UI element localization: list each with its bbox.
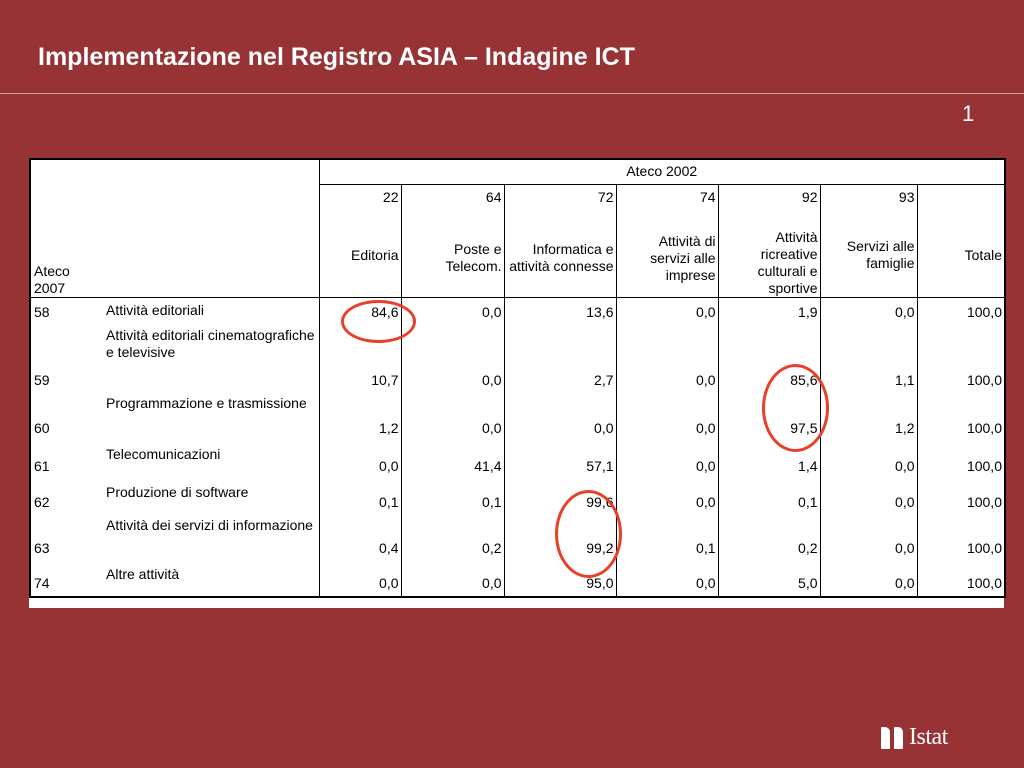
page-number: 1 [962,101,975,126]
cell-value: 0,0 [319,443,402,481]
cell-value: 0,0 [820,481,918,517]
cell-value: 1,2 [319,395,402,443]
row-header-line1: Ateco [34,262,70,279]
row-code: 61 [34,458,50,474]
cell-value: 0,0 [319,563,402,597]
table-row: 58 Attività editoriali 84,6 0,0 13,6 0,0… [30,297,1005,327]
col-code: 22 [319,184,402,214]
cell-value: 5,0 [718,563,821,597]
cell-value: 0,0 [401,395,505,443]
istat-logo-mark [881,726,903,749]
highlight-circle-informatica [555,490,622,578]
cell-value: 13,6 [504,297,617,327]
col-name: Informatica e attività connesse [504,214,617,298]
row-code: 59 [34,372,50,388]
slide-title: Implementazione nel Registro ASIA – Inda… [38,43,635,71]
col-name: Editoria [319,214,402,298]
row-desc: Produzione di software [106,481,320,517]
cell-value: 100,0 [966,458,1002,474]
cell-value: 100,0 [966,494,1002,510]
istat-logo: Istat [881,724,948,751]
table-row: 59 Attività editoriali cinematografiche … [30,327,1005,395]
cell-value: 0,2 [718,517,821,563]
cell-value: 1,2 [820,395,918,443]
cell-value: 100,0 [966,303,1002,320]
row-header-line2: 2007 [34,279,66,296]
cell-value: 0,0 [401,563,505,597]
cell-value: 0,0 [616,395,719,443]
cell-value: 57,1 [504,443,617,481]
col-code: 64 [401,184,505,214]
cell-value: 0,1 [718,481,821,517]
group-header: Ateco 2002 [319,159,1005,185]
row-header-cell: Ateco 2007 [30,159,320,298]
cell-value: 41,4 [401,443,505,481]
cell-value: 0,0 [616,327,719,395]
table-row: 60 Programmazione e trasmissione 1,2 0,0… [30,395,1005,443]
col-name: Servizi alle famiglie [820,214,918,298]
cell-value: 0,1 [319,481,402,517]
row-desc: Attività dei servizi di informazione [106,517,320,563]
cell-value: 0,0 [616,297,719,327]
highlight-circle-editoria [341,300,416,343]
row-code: 60 [34,420,50,436]
title-divider [0,93,1024,94]
column-codes-row: 22 64 72 74 92 93 [30,184,1005,214]
istat-logo-text: Istat [909,724,948,750]
col-code [917,184,1005,214]
row-desc: Altre attività [106,563,320,597]
row-code: 58 [34,303,50,320]
cell-value: 1,9 [718,297,821,327]
cell-value: 2,7 [504,327,617,395]
cell-value: 0,0 [820,563,918,597]
cell-value: 0,0 [820,297,918,327]
cell-value: 0,2 [401,517,505,563]
row-desc: Telecomunicazioni [106,443,320,481]
highlight-circle-ricreative [762,364,829,452]
cell-value: 0,0 [616,481,719,517]
row-code: 74 [34,575,50,591]
cell-value: 0,1 [616,517,719,563]
row-code: 62 [34,494,50,510]
data-table: Ateco 2007 Ateco 2002 22 64 72 74 92 93 … [29,158,1006,598]
row-desc: Attività editoriali [106,297,320,327]
col-name: Totale [917,214,1005,298]
cell-value: 0,0 [616,443,719,481]
cell-value: 0,4 [319,517,402,563]
table-row: 61 Telecomunicazioni 0,0 41,4 57,1 0,0 1… [30,443,1005,481]
col-name: Poste e Telecom. [401,214,505,298]
col-code: 74 [616,184,719,214]
row-code: 63 [34,540,50,556]
col-code: 92 [718,184,821,214]
cell-value: 95,0 [504,563,617,597]
cell-value: 0,1 [401,481,505,517]
cell-value: 0,0 [820,517,918,563]
table-row: 74 Altre attività 0,0 0,0 95,0 0,0 5,0 0… [30,563,1005,597]
row-desc: Attività editoriali cinematografiche e t… [106,327,320,395]
col-name: Attività ricreative culturali e sportive [718,214,821,298]
cell-value: 100,0 [966,420,1002,436]
col-name: Attività di servizi alle imprese [616,214,719,298]
cell-value: 100,0 [966,372,1002,388]
cell-value: 0,0 [820,443,918,481]
column-names-row: Editoria Poste e Telecom. Informatica e … [30,214,1005,298]
cell-value: 1,1 [820,327,918,395]
cell-value: 100,0 [966,575,1002,591]
table-row: 62 Produzione di software 0,1 0,1 99,6 0… [30,481,1005,517]
col-code: 72 [504,184,617,214]
table-row: 63 Attività dei servizi di informazione … [30,517,1005,563]
col-code: 93 [820,184,918,214]
row-desc: Programmazione e trasmissione [106,395,320,443]
cell-value: 0,0 [616,563,719,597]
cell-value: 0,0 [401,327,505,395]
cell-value: 0,0 [401,297,505,327]
cell-value: 0,0 [504,395,617,443]
data-table-container: Ateco 2007 Ateco 2002 22 64 72 74 92 93 … [29,158,1006,608]
cell-value: 100,0 [966,540,1002,556]
